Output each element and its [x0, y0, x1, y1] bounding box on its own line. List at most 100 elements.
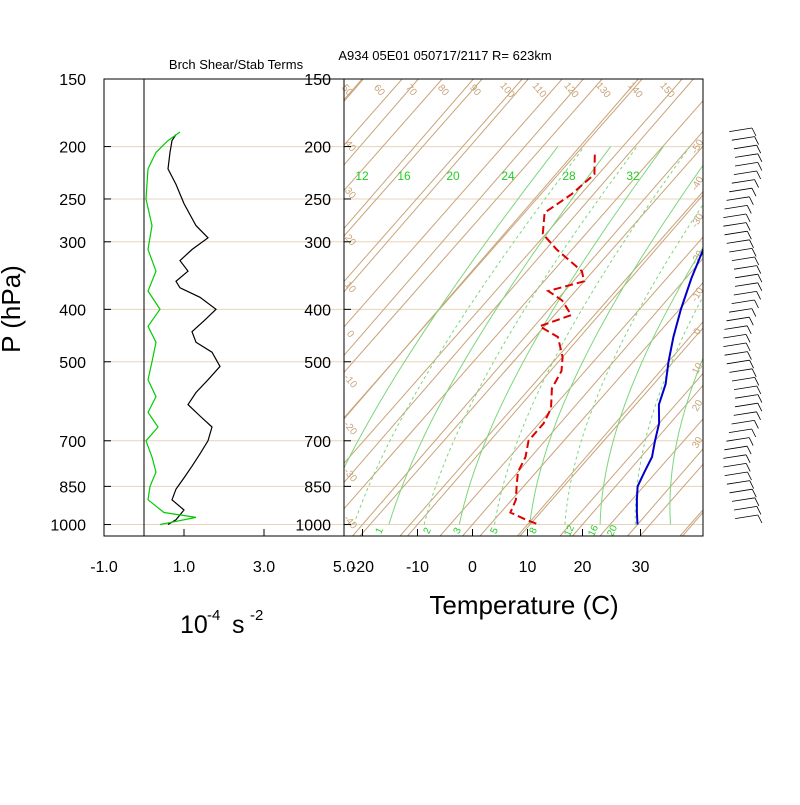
left-pressure-tick-label: 200 — [59, 140, 86, 157]
wind-barb-staff — [729, 248, 752, 252]
theta-label: 150 — [657, 80, 676, 100]
wind-barb-flag — [758, 403, 762, 411]
skewt-pressure-tick-label: 1000 — [295, 518, 331, 535]
wind-barb-flag — [747, 446, 751, 454]
adiabat-line — [200, 79, 602, 536]
wind-barb-staff — [725, 352, 748, 356]
mixing-ratio-label-bottom: 5 — [489, 526, 502, 536]
adiabat-line — [760, 79, 800, 536]
wind-barb-staff — [732, 377, 755, 381]
wind-barb-staff — [735, 515, 758, 519]
wind-barb-staff — [734, 506, 757, 510]
skewt-x-tick-label: 20 — [574, 559, 592, 576]
wind-barb-staff — [724, 326, 747, 330]
wind-barb-staff — [727, 360, 750, 364]
theta-label: 120 — [561, 80, 580, 100]
wind-barb-flag — [757, 386, 761, 394]
left-x-tick-label: 3.0 — [253, 559, 275, 576]
wind-barb-flag — [758, 274, 762, 282]
wind-barb-staff — [732, 420, 755, 424]
wind-barb-flag — [746, 214, 750, 222]
isotherm-line — [738, 79, 800, 536]
wind-barb-staff — [734, 266, 757, 270]
wind-barb-flag — [755, 498, 759, 506]
right-edge-label: -40 — [689, 174, 706, 192]
left-pressure-tick-label: 500 — [59, 355, 86, 372]
skewt-pressure-tick-label: 300 — [304, 235, 331, 252]
wind-barbs — [723, 128, 762, 523]
wind-barb-flag — [752, 188, 756, 196]
wind-barb-flag — [757, 266, 761, 274]
left-pressure-tick-label: 300 — [59, 235, 86, 252]
wind-barb-flag — [749, 240, 753, 248]
wind-barb-staff — [726, 438, 749, 442]
mixing-ratio-line — [565, 147, 743, 525]
left-pressure-tick-label: 150 — [59, 72, 86, 89]
mixing-ratio-label-top: 24 — [501, 169, 515, 183]
wind-barb-flag — [755, 257, 759, 265]
wind-barb-flag — [749, 317, 753, 325]
wind-barb-flag — [758, 283, 762, 291]
wind-barb-staff — [735, 403, 758, 407]
wind-barb-flag — [758, 395, 762, 403]
left-x-label-exp: -4 — [207, 607, 220, 624]
adiabat-line — [640, 79, 800, 536]
wind-barb-staff — [723, 463, 746, 467]
wind-barb-flag — [752, 128, 756, 136]
stability-term-line — [146, 132, 196, 525]
mixing-ratio-label-top: 20 — [446, 169, 460, 183]
adiabat-line — [160, 79, 562, 536]
wind-barb-staff — [723, 223, 746, 227]
wind-barb-staff — [725, 472, 748, 476]
adiabat-line — [0, 79, 242, 536]
skewt-grid — [0, 79, 800, 536]
wind-barb-flag — [750, 360, 754, 368]
wind-barb-staff — [734, 171, 757, 175]
wind-barb-staff — [725, 231, 748, 235]
wind-barb-flag — [747, 472, 751, 480]
wind-barb-staff — [735, 162, 758, 166]
wind-barb-flag — [752, 248, 756, 256]
mixing-ratio-line — [459, 147, 663, 525]
mixing-ratio-label-top: 32 — [626, 169, 640, 183]
isotherm-line — [628, 79, 800, 536]
theta-label: 90 — [467, 83, 483, 99]
left-x-label-unit: s — [232, 611, 245, 639]
adiabat-line — [480, 79, 800, 536]
wind-barb-staff — [729, 188, 752, 192]
wind-barb-staff — [735, 274, 758, 278]
wind-barb-staff — [732, 498, 755, 502]
left-pressure-tick-label: 700 — [59, 434, 86, 451]
wind-barb-staff — [723, 343, 746, 347]
wind-barb-flag — [746, 343, 750, 351]
theta-label: 130 — [593, 80, 612, 100]
skewt-pressure-tick-label: 850 — [304, 479, 331, 496]
theta-label: 70 — [403, 83, 419, 99]
wind-barb-staff — [735, 283, 758, 287]
wind-barb-flag — [757, 412, 761, 420]
right-x-axis-label: Temperature (C) — [429, 590, 618, 620]
panel-frames — [104, 79, 703, 536]
wind-barb-staff — [723, 455, 746, 459]
wind-barb-flag — [752, 429, 756, 437]
wind-barb-flag — [754, 420, 758, 428]
mixing-ratio-line — [354, 147, 585, 525]
wind-barb-flag — [758, 154, 762, 162]
wind-barb-staff — [723, 214, 746, 218]
mixing-ratio-label-top: 16 — [397, 169, 411, 183]
left-pressure-tick-label: 850 — [59, 479, 86, 496]
isotherm-line — [0, 79, 198, 536]
wind-barb-flag — [752, 309, 756, 317]
wind-barb-staff — [729, 369, 752, 373]
left-pressure-tick-label: 400 — [59, 302, 86, 319]
wind-barb-flag — [752, 369, 756, 377]
wind-barb-staff — [730, 489, 753, 493]
skewt-pressure-tick-label: 500 — [304, 355, 331, 372]
wind-barb-staff — [734, 291, 757, 295]
skewt-x-tick-label: -20 — [351, 559, 374, 576]
skewt-pressure-tick-label: 700 — [304, 434, 331, 451]
wind-barb-flag — [755, 180, 759, 188]
mixing-ratio-label-bottom: 1 — [374, 526, 387, 536]
left-x-tick-label: -1.0 — [90, 559, 118, 576]
adiabat-line — [240, 79, 642, 536]
